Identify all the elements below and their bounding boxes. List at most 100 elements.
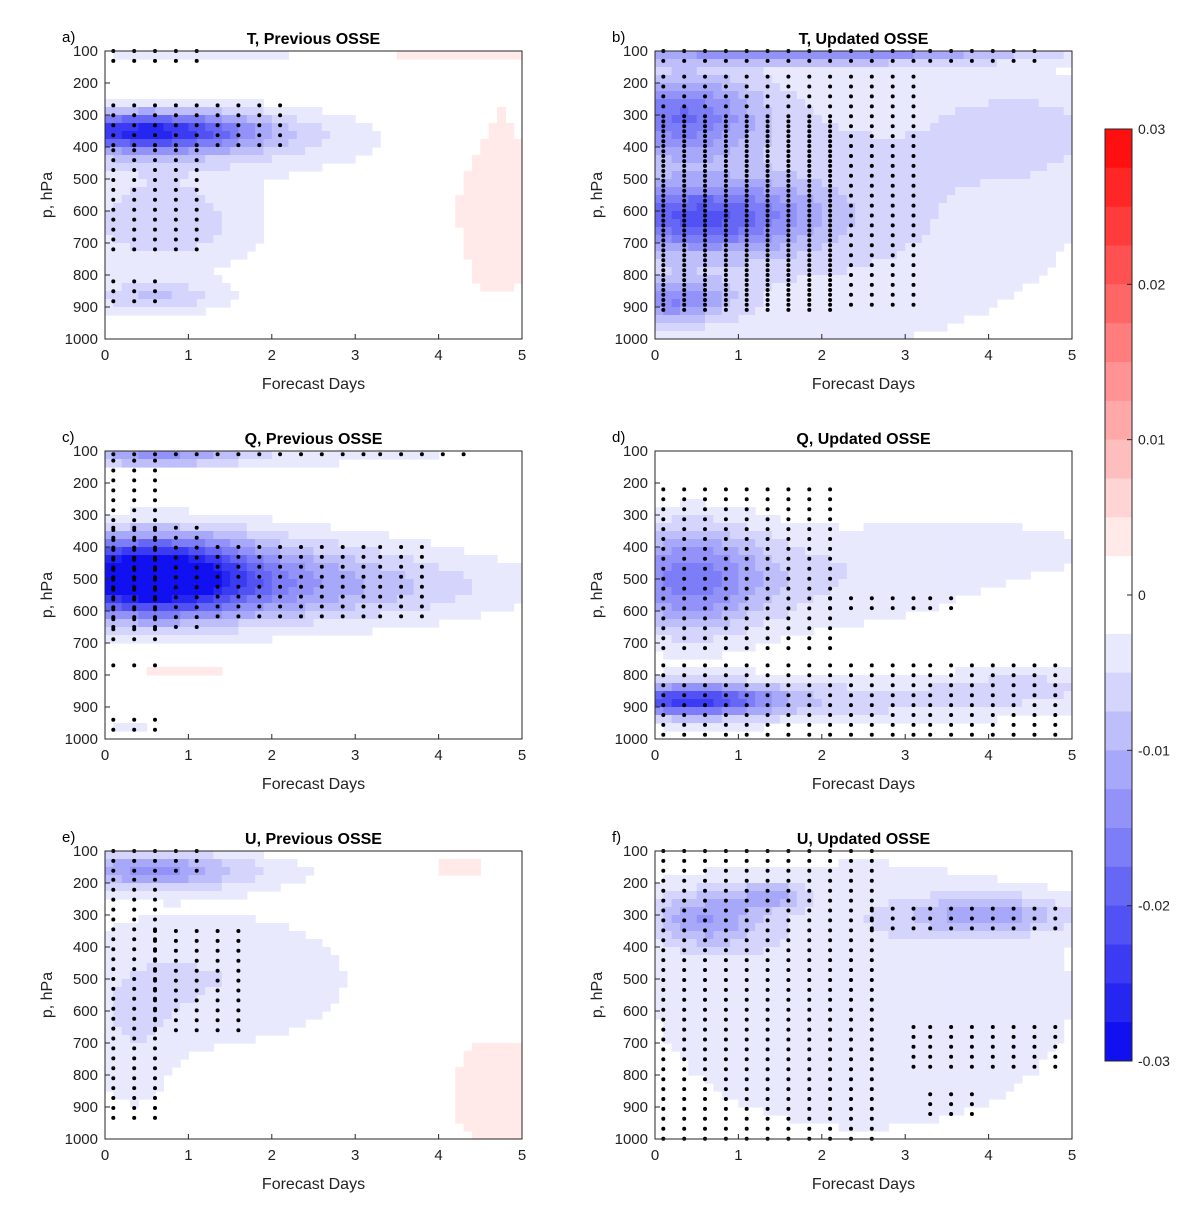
heatmap-cell — [705, 539, 714, 548]
heatmap-cell — [371, 547, 381, 556]
heatmap-cell — [146, 451, 156, 460]
heatmap-cell — [738, 531, 748, 540]
heatmap-cell — [221, 163, 231, 172]
heatmap-cell — [230, 531, 240, 540]
heatmap-cell — [1038, 203, 1048, 212]
heatmap-cell — [755, 595, 765, 604]
heatmap-cell — [930, 555, 940, 564]
heatmap-cell — [655, 259, 664, 268]
heatmap-cell — [671, 107, 681, 116]
heatmap-cell — [930, 683, 940, 692]
heatmap-cell — [246, 563, 256, 572]
heatmap-cell — [771, 235, 781, 244]
significance-dot — [319, 594, 324, 599]
heatmap-cell — [188, 283, 198, 292]
significance-dot — [132, 113, 137, 118]
heatmap-cell — [1005, 219, 1015, 228]
heatmap-cell — [688, 579, 698, 588]
x-tick-label: 2 — [268, 347, 276, 364]
significance-dot — [765, 258, 770, 263]
significance-dot — [828, 193, 833, 198]
heatmap-cell — [713, 579, 723, 588]
heatmap-cell — [721, 75, 731, 84]
heatmap-cell — [1046, 227, 1056, 236]
heatmap-cell — [713, 307, 723, 316]
heatmap-cell — [838, 99, 848, 108]
significance-dot — [703, 233, 707, 238]
heatmap-cell — [730, 635, 739, 644]
heatmap-cell — [796, 619, 806, 628]
heatmap-cell — [188, 611, 198, 620]
heatmap-cell — [880, 707, 890, 716]
significance-dot — [807, 268, 812, 273]
heatmap-cell — [771, 267, 781, 276]
heatmap-cell — [796, 315, 806, 324]
heatmap-cell — [655, 299, 664, 308]
heatmap-cell — [655, 595, 664, 604]
heatmap-cell — [138, 195, 148, 204]
heatmap-cell — [821, 619, 831, 628]
heatmap-cell — [246, 603, 256, 612]
significance-dot — [723, 278, 728, 283]
heatmap-cell — [746, 331, 756, 339]
heatmap-cell — [130, 275, 139, 284]
heatmap-cell — [938, 531, 948, 540]
significance-dot — [949, 58, 954, 63]
significance-dot — [765, 302, 770, 307]
heatmap-cell — [188, 251, 198, 260]
heatmap-cell — [221, 51, 231, 60]
significance-dot — [378, 584, 383, 589]
heatmap-cell — [763, 219, 773, 228]
heatmap-cell — [821, 243, 831, 252]
heatmap-cell — [513, 267, 522, 276]
heatmap-cell — [905, 195, 915, 204]
heatmap-cell — [121, 307, 131, 316]
heatmap-cell — [771, 139, 781, 148]
heatmap-cell — [680, 547, 689, 556]
heatmap-cell — [755, 627, 765, 636]
heatmap-cell — [221, 235, 231, 244]
heatmap-cell — [838, 91, 848, 100]
heatmap-cell — [846, 323, 856, 332]
heatmap-cell — [238, 451, 248, 460]
heatmap-cell — [696, 235, 706, 244]
heatmap-cell — [138, 523, 148, 532]
heatmap-cell — [455, 611, 465, 620]
heatmap-cell — [955, 131, 965, 140]
significance-dot — [786, 104, 791, 109]
significance-dot — [173, 575, 178, 580]
heatmap-cell — [938, 595, 948, 604]
heatmap-cell — [330, 115, 340, 124]
heatmap-cell — [738, 59, 748, 68]
heatmap-cell — [796, 115, 806, 124]
significance-dot — [744, 258, 749, 263]
significance-dot — [849, 302, 853, 307]
significance-dot — [765, 104, 770, 109]
significance-dot — [911, 273, 916, 277]
heatmap-cell — [955, 235, 965, 244]
heatmap-cell — [796, 291, 806, 300]
heatmap-cell — [988, 187, 998, 196]
heatmap-cell — [330, 539, 340, 548]
heatmap-cell — [696, 163, 706, 172]
heatmap-cell — [246, 123, 256, 132]
significance-dot — [215, 103, 220, 108]
heatmap-cell — [280, 163, 290, 172]
significance-dot — [132, 123, 137, 128]
heatmap-cell — [955, 531, 965, 540]
heatmap-cell — [921, 195, 931, 204]
heatmap-cell — [780, 331, 790, 339]
significance-dot — [723, 173, 728, 178]
heatmap-cell — [830, 67, 840, 76]
heatmap-cell — [963, 83, 973, 92]
significance-dot — [257, 143, 262, 148]
heatmap-cell — [280, 123, 290, 132]
heatmap-cell — [713, 627, 723, 636]
heatmap-cell — [1013, 83, 1023, 92]
heatmap-cell — [455, 211, 465, 220]
heatmap-cell — [896, 187, 906, 196]
heatmap-cell — [1038, 75, 1048, 84]
heatmap-cell — [238, 251, 248, 260]
significance-dot — [744, 74, 749, 79]
significance-dot — [661, 218, 666, 223]
